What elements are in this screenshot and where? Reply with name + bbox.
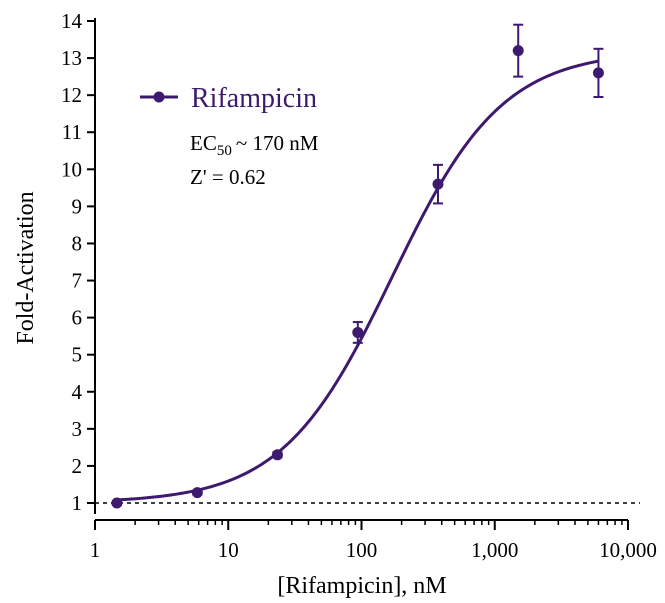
y-tick-label: 2 bbox=[72, 454, 83, 478]
y-tick-label: 1 bbox=[72, 491, 83, 515]
y-tick-label: 10 bbox=[61, 157, 82, 181]
y-tick-label: 9 bbox=[72, 194, 83, 218]
x-axis-label: [Rifampicin], nM bbox=[277, 573, 446, 599]
data-point bbox=[352, 321, 364, 344]
x-tick-label: 1,000 bbox=[471, 538, 518, 562]
x-ticks: 1 10 100 1,000 10,000 bbox=[90, 520, 657, 562]
ec50-annotation: EC50 ~ 170 nM bbox=[190, 131, 319, 159]
legend-marker-dot bbox=[153, 91, 165, 103]
data-marker bbox=[191, 487, 203, 499]
x-tick-label: 10,000 bbox=[599, 538, 657, 562]
y-axis-label: Fold-Activation bbox=[13, 191, 39, 344]
y-tick-label: 8 bbox=[72, 231, 83, 255]
data-point bbox=[271, 449, 283, 461]
x-tick-label: 100 bbox=[346, 538, 378, 562]
x-tick-label: 10 bbox=[218, 538, 239, 562]
data-marker bbox=[352, 326, 364, 338]
y-tick-label: 7 bbox=[72, 269, 83, 293]
data-marker bbox=[512, 45, 524, 57]
legend-label: Rifampicin bbox=[191, 83, 317, 114]
data-point bbox=[191, 487, 203, 499]
data-points bbox=[111, 23, 604, 509]
data-point bbox=[512, 23, 524, 78]
y-tick-label: 13 bbox=[61, 46, 82, 70]
legend: Rifampicin bbox=[140, 83, 317, 114]
data-point bbox=[592, 47, 604, 99]
y-tick-label: 6 bbox=[72, 306, 83, 330]
annotations: EC50 ~ 170 nM Z' = 0.62 bbox=[190, 131, 319, 189]
y-tick-label: 11 bbox=[62, 120, 82, 144]
x-axis: 1 10 100 1,000 10,000 bbox=[90, 519, 657, 562]
y-tick-label: 5 bbox=[72, 343, 83, 367]
y-tick-label: 4 bbox=[72, 380, 83, 404]
data-marker bbox=[271, 449, 283, 461]
data-point bbox=[111, 497, 123, 509]
y-tick-label: 3 bbox=[72, 417, 83, 441]
data-marker bbox=[592, 67, 604, 79]
zprime-annotation: Z' = 0.62 bbox=[190, 165, 266, 189]
y-tick-label: 12 bbox=[61, 83, 82, 107]
x-tick-label: 1 bbox=[90, 538, 101, 562]
data-marker bbox=[111, 497, 123, 509]
data-marker bbox=[432, 178, 444, 190]
y-tick-label: 14 bbox=[61, 9, 83, 33]
data-point bbox=[432, 163, 444, 205]
fit-curve bbox=[116, 59, 599, 502]
